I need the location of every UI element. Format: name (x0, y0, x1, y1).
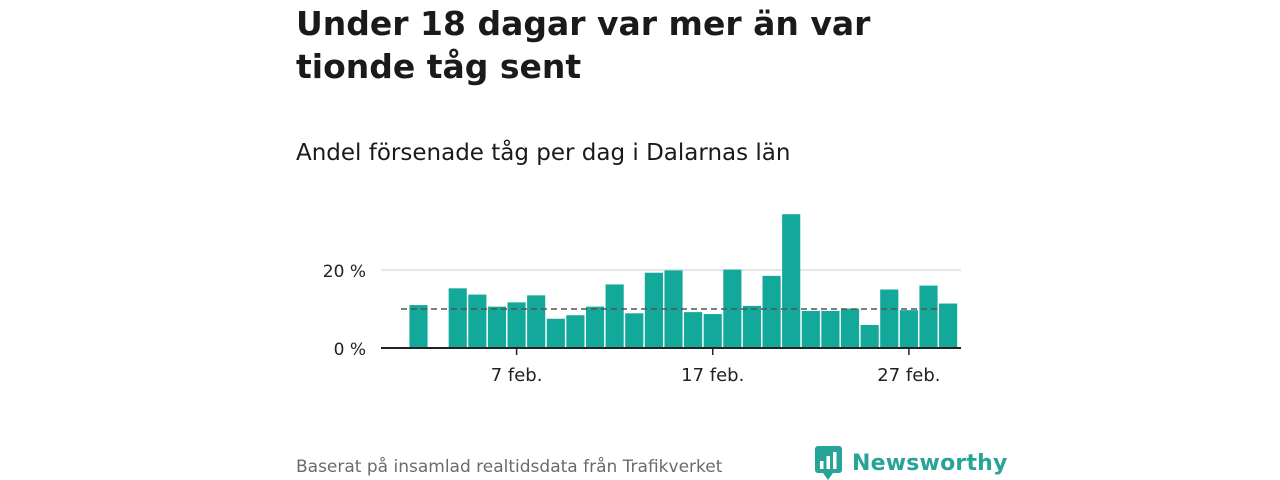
bar (644, 272, 663, 348)
newsworthy-logo-icon (815, 446, 842, 480)
bar (821, 310, 840, 348)
bar (487, 306, 507, 348)
bar (409, 305, 428, 348)
bar (625, 313, 644, 348)
bar (880, 289, 899, 348)
bar (703, 314, 722, 348)
bar (742, 305, 762, 348)
bar (899, 310, 918, 348)
bar (801, 310, 820, 348)
y-tick-label: 20 % (323, 262, 366, 282)
x-tick-label: 17 feb. (681, 365, 744, 386)
bar (919, 285, 938, 348)
x-tick-label: 7 feb. (491, 365, 543, 386)
source-note: Baserat på insamlad realtidsdata från Tr… (296, 457, 723, 477)
bar (860, 324, 879, 348)
y-tick-label: 0 % (334, 340, 366, 360)
bar (546, 318, 565, 348)
bar (468, 294, 487, 348)
bar (448, 288, 467, 348)
chart-title: Under 18 dagar var mer än var tionde tåg… (296, 4, 871, 86)
bar (605, 284, 624, 348)
bar (507, 302, 526, 348)
brand-name: Newsworthy (852, 450, 1008, 476)
bar (840, 308, 860, 348)
bar (684, 312, 703, 348)
bar (566, 315, 585, 348)
bar (585, 306, 605, 348)
x-tick-label: 27 feb. (877, 365, 940, 386)
bar (527, 295, 546, 348)
bar (762, 275, 781, 348)
bar (939, 303, 958, 348)
chart-subtitle: Andel försenade tåg per dag i Dalarnas l… (296, 140, 791, 166)
bar (782, 214, 801, 348)
brand-logo: Newsworthy (815, 446, 1008, 480)
